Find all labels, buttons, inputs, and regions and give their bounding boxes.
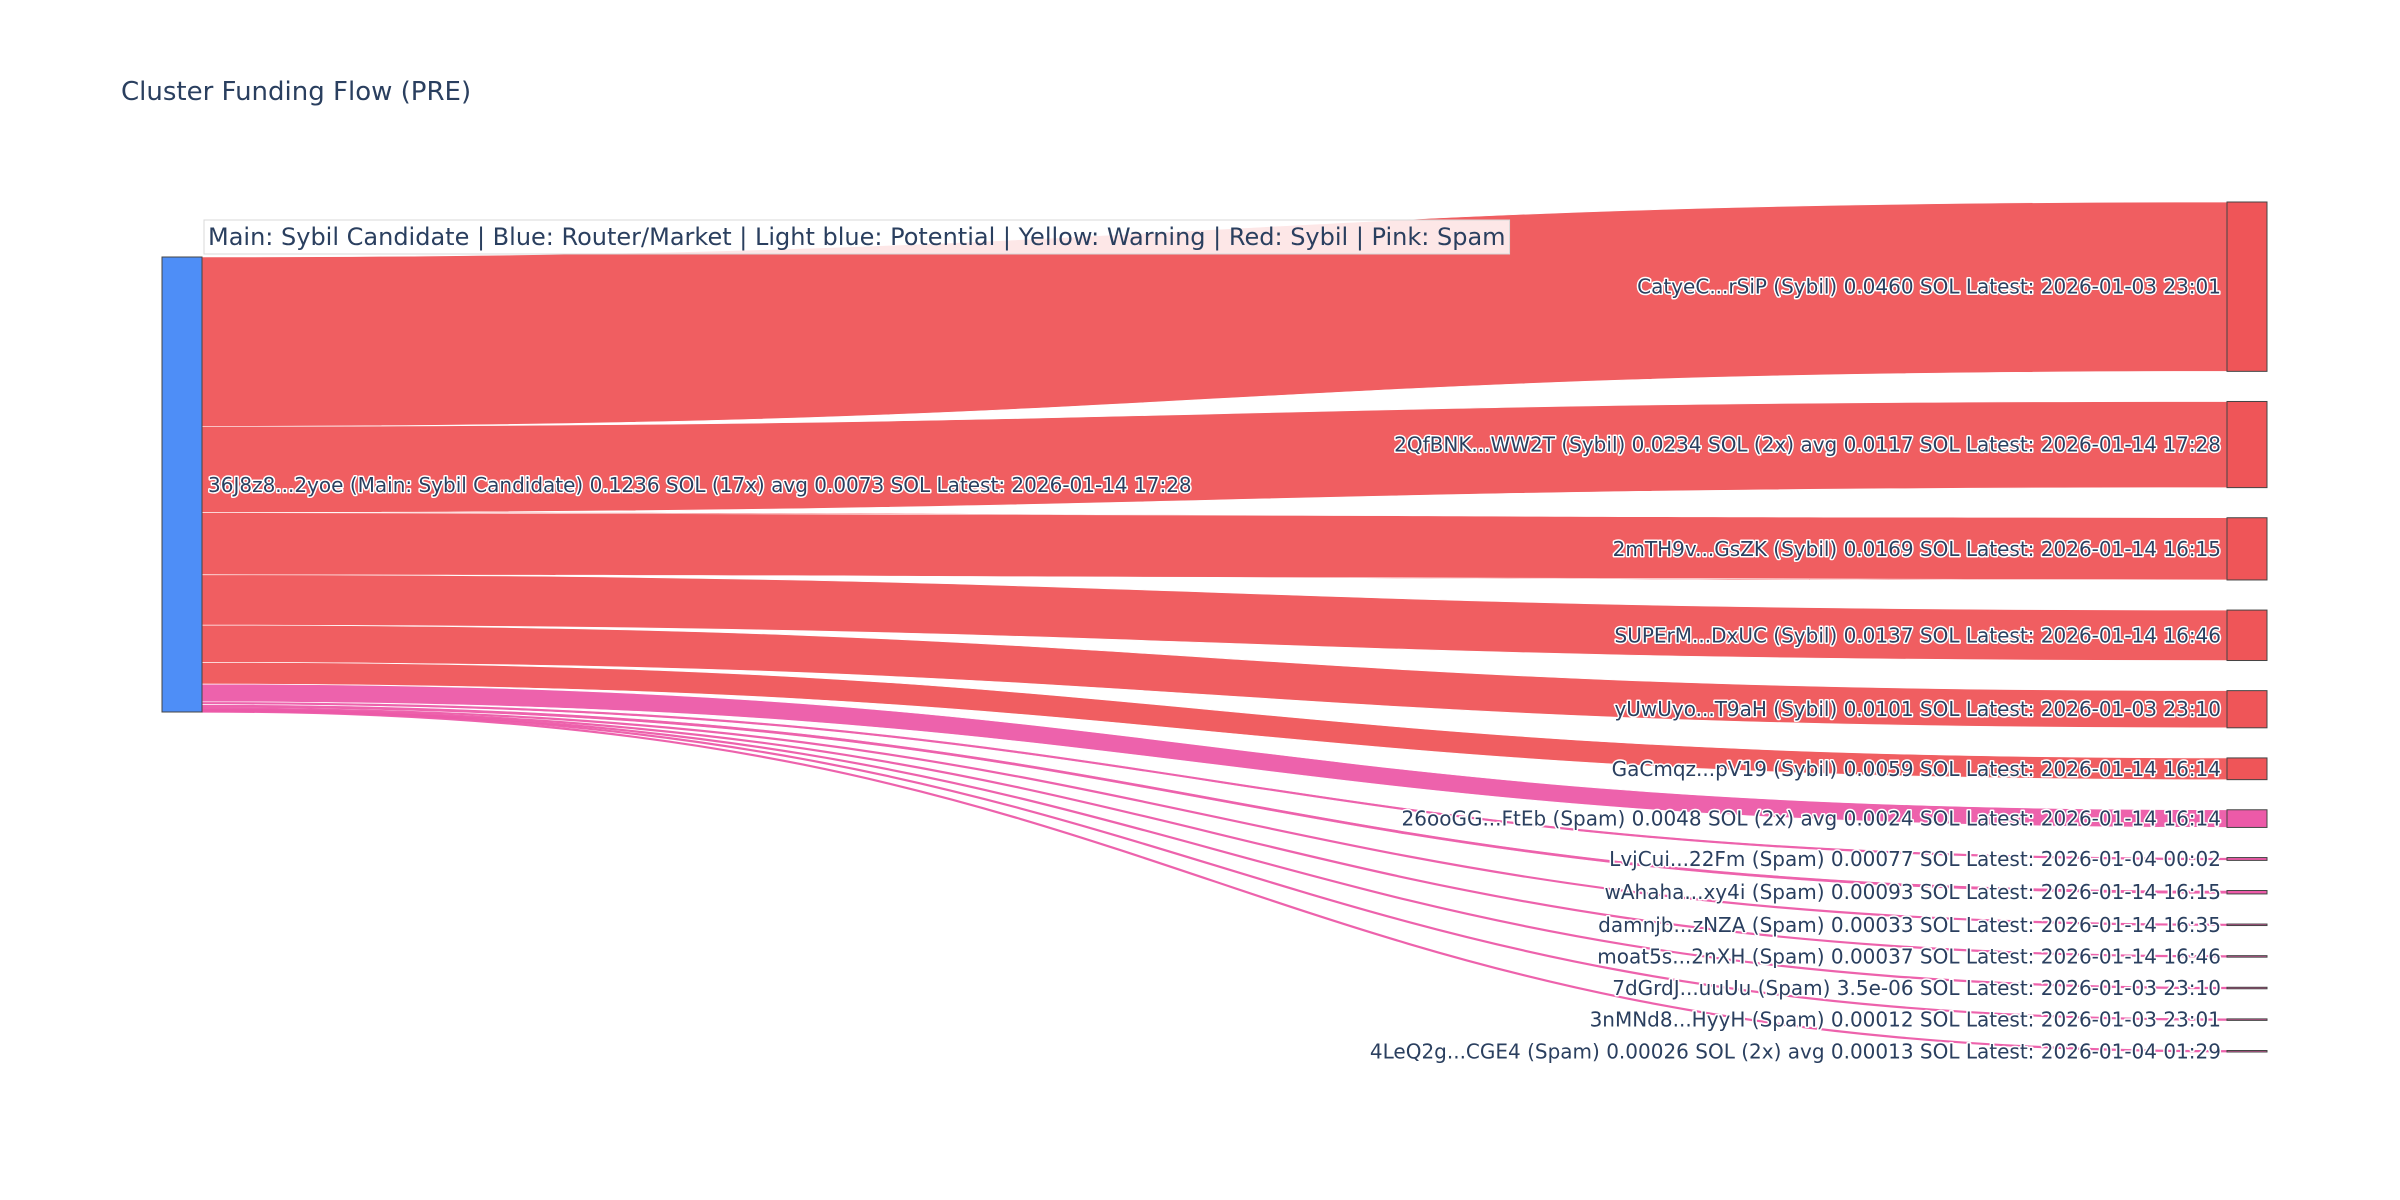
target-node-8[interactable] bbox=[2226, 857, 2268, 861]
target-label-5: yUwUyo...T9aH (Sybil) 0.0101 SOL Latest:… bbox=[1614, 697, 2221, 721]
target-label-7: 26ooGG...FtEb (Spam) 0.0048 SOL (2x) avg… bbox=[1402, 807, 2221, 831]
target-label-6: GaCmqz...pV19 (Sybil) 0.0059 SOL Latest:… bbox=[1612, 757, 2221, 781]
target-label-9: wAhaha...xy4i (Spam) 0.00093 SOL Latest:… bbox=[1604, 880, 2221, 904]
target-node-10[interactable] bbox=[2226, 923, 2268, 927]
flow-link-14[interactable] bbox=[201, 710, 2228, 1053]
target-node-5[interactable] bbox=[2226, 690, 2268, 729]
node-labels: CatyeC...rSiP (Sybil) 0.0460 SOL Latest:… bbox=[207, 273, 2223, 1065]
target-label-12: 7dGrdJ...uuUu (Spam) 3.5e-06 SOL Latest:… bbox=[1612, 976, 2221, 1000]
target-node-11[interactable] bbox=[2226, 955, 2268, 958]
target-label-11: moat5s...2nXH (Spam) 0.00037 SOL Latest:… bbox=[1597, 944, 2221, 968]
target-label-2: 2QfBNK...WW2T (Sybil) 0.0234 SOL (2x) av… bbox=[1394, 433, 2221, 457]
legend-background bbox=[203, 219, 1511, 255]
target-node-14[interactable] bbox=[2226, 1050, 2268, 1053]
target-node-4[interactable] bbox=[2226, 609, 2268, 662]
source-label: 36J8z8...2yoe (Main: Sybil Candidate) 0.… bbox=[208, 473, 1192, 497]
target-label-13: 3nMNd8...HyyH (Spam) 0.00012 SOL Latest:… bbox=[1590, 1008, 2221, 1032]
target-label-4: SUPErM...DxUC (Sybil) 0.0137 SOL Latest:… bbox=[1615, 623, 2221, 647]
flow-link-10[interactable] bbox=[201, 707, 2228, 926]
flow-link-12[interactable] bbox=[201, 709, 2228, 990]
flow-links bbox=[201, 201, 2228, 1053]
legend-annotation: Main: Sybil Candidate | Blue: Router/Mar… bbox=[203, 219, 1511, 255]
flow-link-11[interactable] bbox=[201, 708, 2228, 958]
target-label-1: CatyeC...rSiP (Sybil) 0.0460 SOL Latest:… bbox=[1637, 275, 2221, 299]
legend-text: Main: Sybil Candidate | Blue: Router/Mar… bbox=[208, 223, 1506, 251]
target-label-3: 2mTH9v...GsZK (Sybil) 0.0169 SOL Latest:… bbox=[1613, 537, 2221, 561]
target-node-12[interactable] bbox=[2226, 986, 2268, 990]
flow-nodes bbox=[161, 201, 2268, 1053]
target-label-14: 4LeQ2g...CGE4 (Spam) 0.00026 SOL (2x) av… bbox=[1370, 1039, 2221, 1063]
target-node-13[interactable] bbox=[2226, 1018, 2268, 1021]
chart-title: Cluster Funding Flow (PRE) bbox=[121, 77, 471, 107]
source-node[interactable] bbox=[161, 256, 203, 713]
target-node-2[interactable] bbox=[2226, 400, 2268, 489]
target-node-1[interactable] bbox=[2226, 201, 2268, 372]
target-label-10: damnjb...zNZA (Spam) 0.00033 SOL Latest:… bbox=[1598, 913, 2221, 937]
target-node-7[interactable] bbox=[2226, 809, 2268, 828]
target-label-8: LvjCui...22Fm (Spam) 0.00077 SOL Latest:… bbox=[1609, 847, 2221, 871]
target-node-3[interactable] bbox=[2226, 517, 2268, 581]
flow-link-13[interactable] bbox=[201, 709, 2228, 1021]
target-node-9[interactable] bbox=[2226, 890, 2268, 895]
target-node-6[interactable] bbox=[2226, 757, 2268, 781]
